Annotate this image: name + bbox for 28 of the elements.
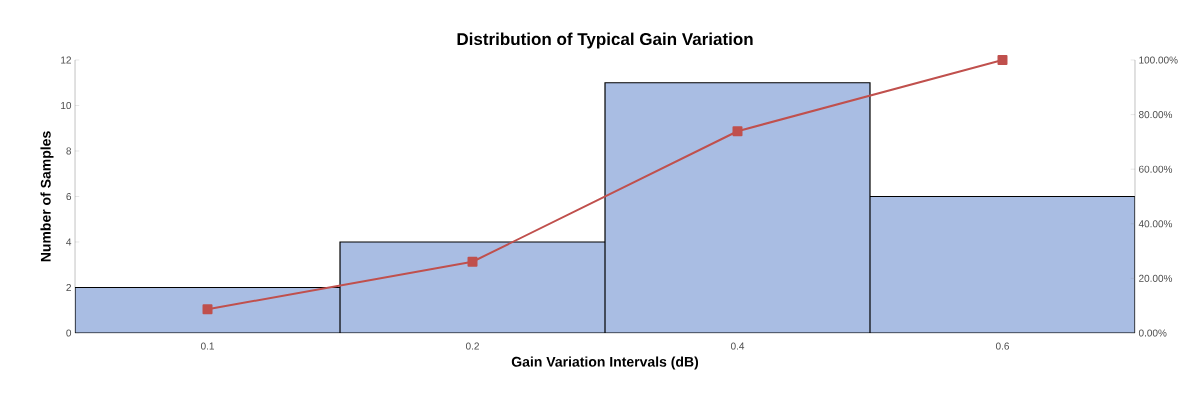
x-axis-title: Gain Variation Intervals (dB) <box>511 356 699 370</box>
bar <box>604 82 871 333</box>
y-tick-label: 0 <box>66 329 72 337</box>
y-tick-label: 10 <box>61 101 72 110</box>
y2-tick-label: 100.00% <box>1139 56 1178 64</box>
x-tick-label: 0.4 <box>730 342 745 350</box>
point <box>202 304 213 315</box>
y-tick-label: 4 <box>66 238 72 246</box>
y2-tick-label: 20.00% <box>1139 274 1173 282</box>
point <box>997 54 1008 65</box>
y-axis-title: Number of Samples <box>40 131 54 262</box>
point <box>732 126 743 137</box>
x-tick-label: 0.1 <box>200 342 214 350</box>
bar <box>339 241 606 333</box>
bar <box>869 195 1135 333</box>
y2-tick-label: 80.00% <box>1138 111 1173 119</box>
y2-tick-label: 0.00% <box>1138 329 1167 337</box>
y-tick-label: 6 <box>66 192 72 201</box>
y2-tick-label: 60.00% <box>1139 165 1173 173</box>
point <box>467 256 478 267</box>
chart-title: Distribution of Typical Gain Variation <box>457 32 753 49</box>
bar <box>75 286 341 333</box>
y-tick-label: 8 <box>66 147 72 155</box>
y2-tick-label: 40.00% <box>1138 220 1173 228</box>
x-tick-label: 0.6 <box>995 342 1010 350</box>
y-tick-label: 2 <box>66 284 71 291</box>
x-tick-label: 0.2 <box>465 342 479 350</box>
y-tick-label: 12 <box>61 56 71 64</box>
